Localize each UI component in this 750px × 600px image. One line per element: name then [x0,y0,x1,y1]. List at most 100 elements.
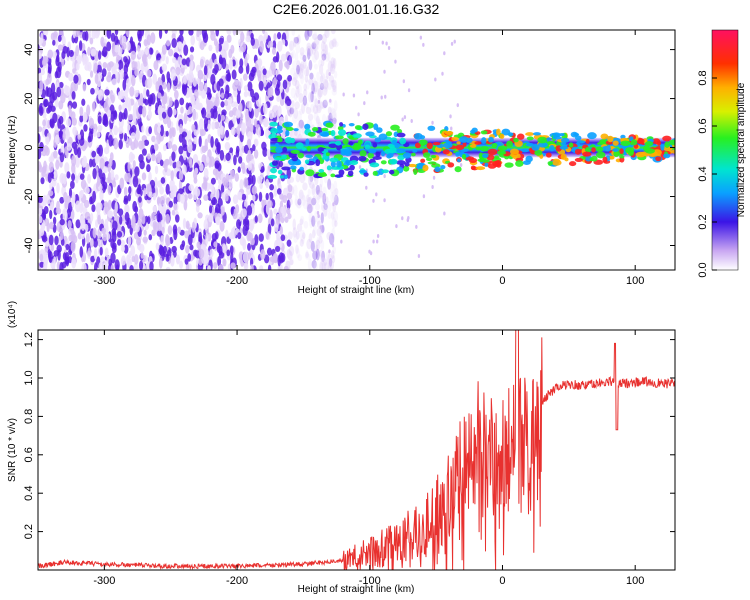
noise-cell [453,39,456,44]
noise-cell [101,68,107,77]
signal-cell [619,148,624,155]
noise-cell [225,84,230,95]
signal-cell [637,138,645,145]
noise-cell [84,64,90,71]
noise-cell [47,49,54,59]
noise-cell [322,203,327,210]
signal-cell [538,141,548,148]
signal-cell [330,129,336,137]
noise-cell [257,126,261,138]
signal-cell [281,154,287,160]
noise-cell [218,264,224,270]
noise-cell [293,184,298,197]
noise-cell [211,196,218,206]
noise-cell [307,188,311,196]
noise-cell [375,192,378,197]
noise-cell [254,215,258,223]
signal-cell [267,174,278,180]
signal-cell [283,174,288,180]
noise-cell [383,69,386,74]
snr-x-tick-label: 0 [499,575,505,587]
spectrogram-x-tick-label: -300 [93,275,115,287]
noise-cell [127,236,132,246]
noise-cell [417,253,421,258]
colorbar-ticks: 0.0 0.2 0.4 0.6 0.8 [697,70,717,278]
noise-cell [76,30,81,37]
noise-cell [117,126,124,134]
noise-cell [332,117,337,125]
noise-cell [114,62,120,70]
noise-cell [120,244,126,253]
noise-cell [83,124,88,132]
noise-cell [165,183,170,195]
signal-cell [533,132,541,136]
noise-cell [75,175,79,184]
noise-cell [142,53,147,65]
noise-cell [319,75,325,87]
noise-cell [45,193,51,205]
noise-cell [96,64,102,75]
noise-cell [330,211,335,220]
noise-cell [117,90,123,100]
noise-cell [330,108,337,118]
noise-cell [219,124,224,135]
noise-cell [375,239,379,244]
noise-cell [156,125,162,133]
noise-cell [167,48,174,57]
noise-cell [66,143,72,151]
noise-cell [98,50,102,60]
noise-cell [45,86,49,97]
spectrogram-x-tick-label: 0 [499,275,505,287]
noise-cell [259,183,263,190]
noise-cell [101,227,106,235]
noise-cell [314,36,320,46]
noise-cell [357,112,360,117]
noise-cell [422,194,426,199]
noise-cell [312,53,318,63]
noise-cell [280,252,286,263]
noise-cell [307,30,313,37]
snr-y-tick-label: 0.2 [23,524,35,539]
noise-cell [47,249,52,260]
noise-cell [97,89,104,101]
noise-cell [249,223,254,232]
noise-cell [327,52,331,62]
noise-cell [162,144,167,152]
signal-cell [487,148,498,156]
noise-cell [139,30,145,37]
noise-cell [323,203,328,210]
noise-cell [260,249,266,260]
noise-cell [269,256,275,263]
noise-cell [292,72,299,83]
noise-cell [323,98,328,106]
signal-cell [396,129,403,134]
signal-cell [394,142,401,149]
noise-cell [79,246,84,258]
noise-cell [327,82,333,91]
noise-cell [319,74,324,83]
noise-cell [251,66,257,74]
signal-cell [461,153,467,160]
signal-cell [329,157,339,163]
noise-cell [143,87,147,100]
noise-cell [299,63,304,71]
signal-cell [271,160,279,166]
noise-cell [166,71,171,82]
noise-cell [226,34,232,43]
noise-cell [139,92,144,105]
noise-cell [324,49,328,56]
signal-cell [321,127,329,131]
noise-cell [259,40,264,53]
noise-cell [125,30,130,38]
noise-cell [189,46,195,53]
noise-cell [320,212,324,224]
noise-cell [142,106,147,118]
noise-cell [302,95,308,106]
noise-cell [98,167,103,180]
noise-cell [305,251,309,258]
noise-cell [49,182,53,190]
noise-cell [314,262,318,270]
noise-cell [213,81,218,91]
noise-cell [235,149,240,158]
